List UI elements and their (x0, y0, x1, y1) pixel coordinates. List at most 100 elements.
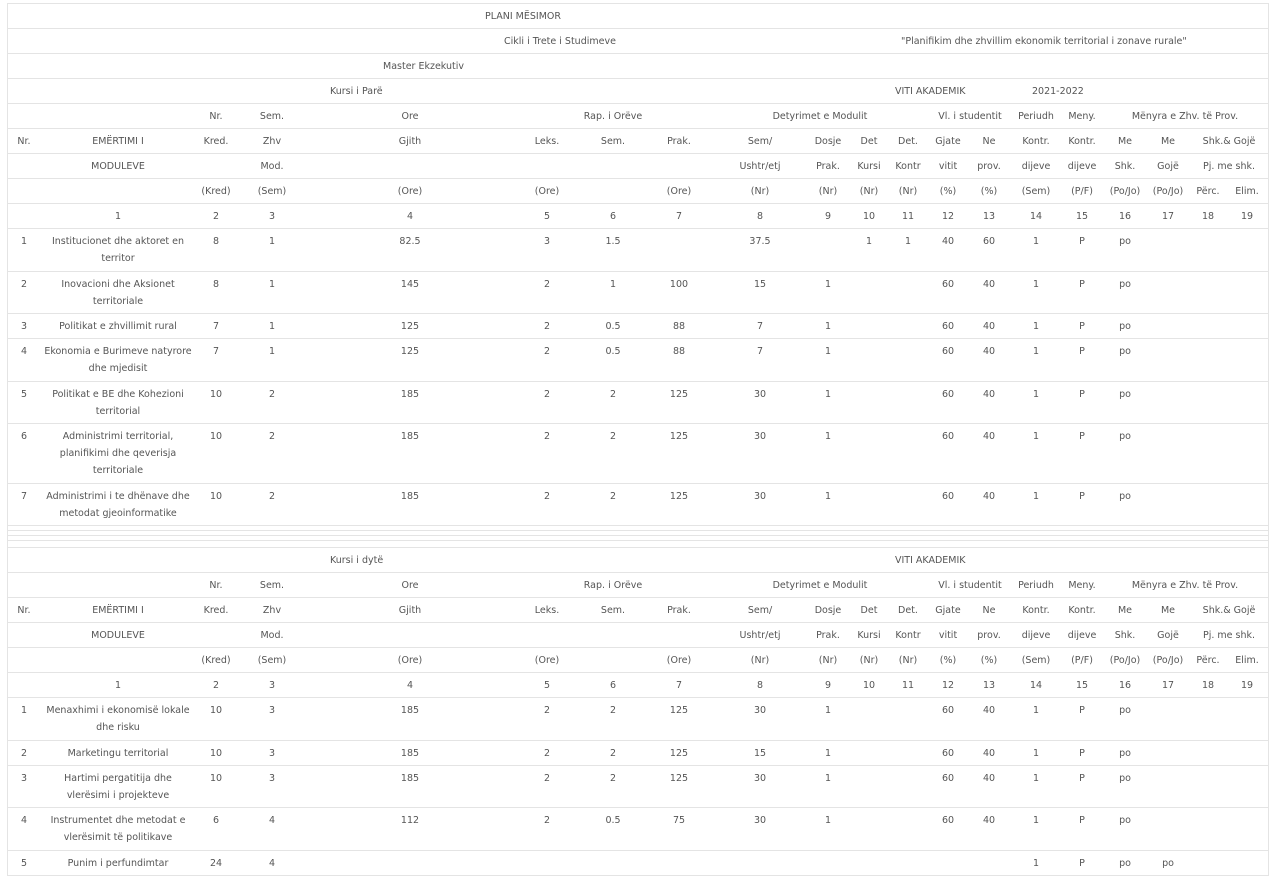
grid-line (7, 153, 1268, 154)
row-number: 4 (20, 346, 28, 357)
cell-kontr2: P (1079, 748, 1085, 759)
cell-gjate: 60 (941, 321, 955, 332)
y2-header2-ore: Gjith (398, 605, 422, 616)
row-number: 5 (20, 389, 28, 400)
cell-sem: 1 (268, 346, 276, 357)
module-name: Menaxhimi i ekonomisë lokale dhe risku (46, 705, 190, 733)
y1-header2-detk: Det. (898, 136, 918, 147)
y2-column-number: 7 (675, 680, 683, 691)
cell-kontr: 1 (1032, 748, 1040, 759)
cell-gjate: 60 (941, 815, 955, 826)
grid-line (7, 78, 1268, 79)
cell-prak: 88 (672, 346, 686, 357)
cell-prak: 75 (672, 815, 686, 826)
cell-gjate: 60 (941, 491, 955, 502)
cell-leks: 2 (543, 346, 551, 357)
grid-line (7, 313, 1268, 314)
cell-ne: 40 (982, 748, 996, 759)
y1-header2-name: EMËRTIMI I (92, 136, 144, 147)
cell-leks: 2 (543, 748, 551, 759)
y2-column-number: 8 (756, 680, 764, 691)
y2-header1-kred: Nr. (209, 580, 223, 591)
grid-line (7, 103, 1268, 104)
y2-header1-sem: Sem. (259, 580, 285, 591)
y1-column-number: 6 (609, 211, 617, 222)
y2-header4-me1: (Po/Jo) (1109, 655, 1141, 666)
academic-year-label-2: VITI AKADEMIK (895, 555, 966, 566)
cell-ush: 30 (753, 705, 767, 716)
y1-header2-shk: Shk.& Gojë (1202, 136, 1256, 147)
y2-header4-prak: (Ore) (666, 655, 692, 666)
degree-label: Master Ekzekutiv (383, 61, 465, 72)
y1-header2-ne: Ne (982, 136, 996, 147)
cell-kred: 8 (212, 279, 220, 290)
y2-header3-shk: Pj. me shk. (1202, 630, 1256, 641)
y2-header2-ne: Ne (982, 605, 996, 616)
cell-sem: 2 (268, 389, 276, 400)
cell-kred: 10 (209, 491, 223, 502)
y2-header2-prak: Prak. (667, 605, 691, 616)
y2-column-number: 4 (406, 680, 414, 691)
y1-header1-rap: Rap. i Orëve (583, 111, 643, 122)
y2-header1-det: Detyrimet e Modulit (772, 580, 868, 591)
y1-column-number: 16 (1118, 211, 1132, 222)
cell-semi: 2 (609, 748, 617, 759)
y1-header2-kontr: Kontr. (1022, 136, 1050, 147)
y2-column-number: 13 (982, 680, 996, 691)
cell-ush: 37.5 (749, 236, 771, 247)
module-name: Instrumentet dhe metodat e vlerësimit të… (50, 815, 186, 843)
y2-column-number: 6 (609, 680, 617, 691)
row-number: 4 (20, 815, 28, 826)
cell-kontr: 1 (1032, 431, 1040, 442)
y2-header4-sem: (Sem) (257, 655, 287, 666)
y2-header2-me1: Me (1117, 605, 1133, 616)
y1-header1-periudh: Periudh (1018, 111, 1054, 122)
module-name: Institucionet dhe aktoret en territor (51, 236, 185, 264)
cell-leks: 2 (543, 431, 551, 442)
grid-line (7, 697, 1268, 698)
y1-column-number: 15 (1075, 211, 1089, 222)
cell-ne: 60 (982, 236, 996, 247)
y1-column-number: 18 (1201, 211, 1215, 222)
y1-header2-prak: Prak. (667, 136, 691, 147)
y2-column-number: 10 (862, 680, 876, 691)
y2-header4-ne: (%) (980, 655, 998, 666)
cell-semi: 1.5 (605, 236, 621, 247)
grid-line (7, 28, 1268, 29)
grid-line (7, 178, 1268, 179)
cell-sem: 1 (268, 279, 276, 290)
cell-kred: 10 (209, 389, 223, 400)
academic-year-value: 2021-2022 (1032, 86, 1084, 97)
y1-column-number: 3 (268, 211, 276, 222)
y2-header1-rap: Rap. i Orëve (583, 580, 643, 591)
cell-ore: 125 (400, 346, 420, 357)
y2-header3-dosje: Prak. (816, 630, 840, 641)
cell-kontr2: P (1079, 815, 1085, 826)
y1-header2-kontr2: Kontr. (1068, 136, 1096, 147)
cell-sem: 2 (268, 431, 276, 442)
cell-semi: 2 (609, 705, 617, 716)
y1-header3-gjate: vitit (938, 161, 958, 172)
y2-header2-dosje: Dosje (814, 605, 842, 616)
y1-header2-det: Det (860, 136, 878, 147)
grid-line (7, 807, 1268, 808)
module-name: Punim i perfundimtar (67, 858, 169, 869)
grid-line (7, 572, 1268, 573)
cell-detk: 1 (904, 236, 912, 247)
cell-leks: 2 (543, 389, 551, 400)
cell-kontr: 1 (1032, 236, 1040, 247)
y1-header1-sem: Sem. (259, 111, 285, 122)
cell-sem: 3 (268, 748, 276, 759)
y2-header2-kontr: Kontr. (1022, 605, 1050, 616)
y1-header4-leks: (Ore) (534, 186, 560, 197)
cell-kred: 6 (212, 815, 220, 826)
cell-sem: 4 (268, 858, 276, 869)
grid-border (1268, 3, 1269, 876)
y1-header4-me2: (Po/Jo) (1152, 186, 1184, 197)
y2-header4-ore: (Ore) (397, 655, 423, 666)
y1-header2-ush: Sem/ (747, 136, 773, 147)
cell-ne: 40 (982, 705, 996, 716)
y2-header3-gjate: vitit (938, 630, 958, 641)
course-label-2: Kursi i dytë (330, 555, 384, 566)
